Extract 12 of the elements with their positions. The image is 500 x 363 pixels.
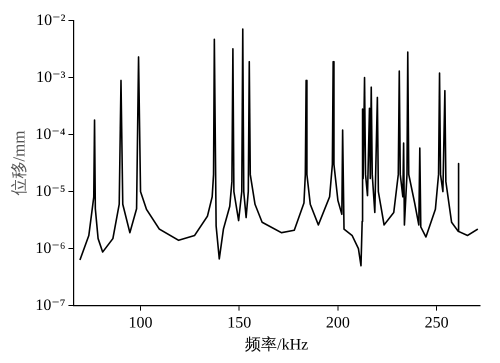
y-tick-label: 10⁻³ [36, 68, 66, 86]
y-tick-label: 10⁻² [36, 12, 66, 29]
y-tick-label: 10⁻⁴ [35, 126, 66, 143]
x-tick-label: 200 [326, 314, 350, 332]
y-axis-title: 位移/mm [10, 130, 29, 196]
y-tick-label: 10⁻⁷ [35, 296, 66, 314]
x-axis-title: 频率/kHz [245, 336, 308, 354]
y-tick-label: 10⁻⁵ [35, 182, 66, 200]
x-tick-label: 100 [128, 314, 153, 332]
x-tick-label: 250 [424, 314, 449, 332]
y-tick-label: 10⁻⁶ [35, 240, 66, 257]
x-tick-label: 150 [227, 314, 252, 332]
